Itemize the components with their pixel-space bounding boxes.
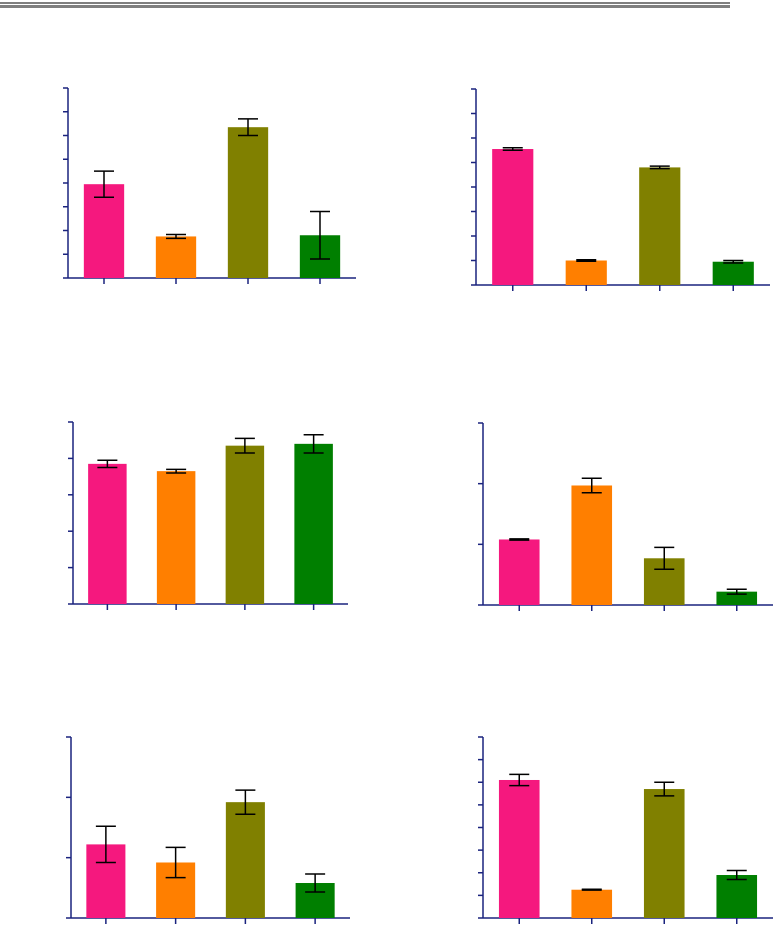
bar	[571, 889, 613, 918]
bar	[225, 445, 265, 604]
bar	[88, 463, 127, 604]
bar	[712, 261, 754, 285]
bar	[498, 539, 540, 605]
bar	[639, 167, 681, 285]
bar	[227, 127, 269, 278]
bar	[571, 485, 613, 605]
bar	[716, 591, 758, 605]
header-rule	[0, 2, 730, 8]
bar	[492, 149, 534, 285]
bar	[225, 802, 265, 918]
bar	[643, 789, 685, 918]
bar	[716, 875, 758, 918]
bar	[83, 184, 125, 278]
bar	[155, 236, 197, 278]
bar	[498, 779, 540, 918]
bar	[294, 443, 333, 604]
bar	[565, 260, 607, 285]
bar	[156, 471, 196, 604]
